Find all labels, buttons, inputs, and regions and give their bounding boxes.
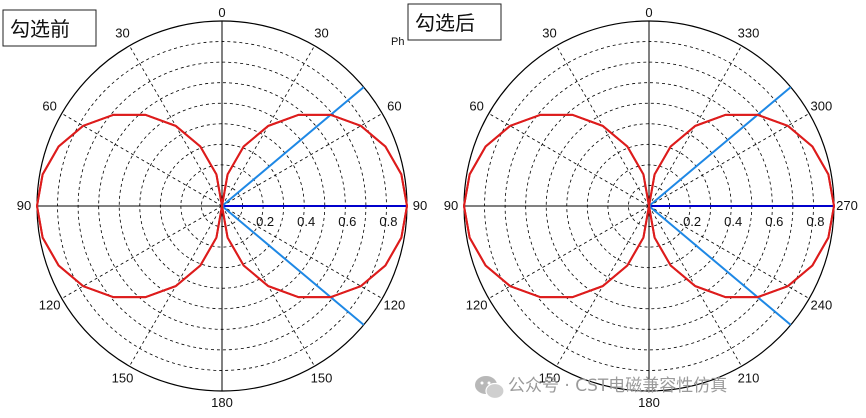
angle-tick-label: 60 bbox=[42, 99, 56, 114]
angle-tick-label: 240 bbox=[810, 298, 832, 313]
angle-tick-label: 270 bbox=[836, 198, 858, 213]
angle-tick-label: 90 bbox=[413, 198, 427, 213]
angle-tick-label: 150 bbox=[539, 370, 561, 385]
chart-title-before-text: 勾选前 bbox=[10, 17, 70, 41]
radial-tick-label: 0.8 bbox=[379, 214, 397, 229]
radial-tick-label: 0.8 bbox=[806, 214, 824, 229]
radial-tick-label: 0.2 bbox=[256, 214, 274, 229]
angle-tick-label: 330 bbox=[738, 26, 760, 41]
chart-title-after: 勾选后 bbox=[407, 3, 502, 41]
radial-tick-label: 0.4 bbox=[297, 214, 315, 229]
radial-gridline bbox=[488, 205, 650, 299]
angle-tick-label: 90 bbox=[444, 198, 458, 213]
angle-tick-label: 60 bbox=[469, 99, 483, 114]
angle-tick-label: 60 bbox=[387, 99, 401, 114]
radial-tick-label: 0.6 bbox=[765, 214, 783, 229]
angle-tick-label: 0 bbox=[645, 5, 652, 20]
radial-gridline bbox=[61, 113, 223, 207]
watermark: 公众号 · CST电磁兼容性仿真 bbox=[475, 376, 727, 400]
radial-gridline bbox=[61, 205, 223, 299]
angle-tick-label: 120 bbox=[383, 298, 405, 313]
radial-gridline bbox=[221, 113, 383, 207]
angle-tick-label: 300 bbox=[810, 99, 832, 114]
chart-title-after-text: 勾选后 bbox=[415, 11, 475, 35]
series-line-left bbox=[462, 113, 836, 299]
marker-line bbox=[648, 86, 792, 207]
marker-line bbox=[221, 205, 365, 326]
chart-title-before: 勾选前 bbox=[2, 9, 97, 47]
angle-tick-label: 90 bbox=[17, 198, 31, 213]
radial-gridline bbox=[648, 205, 810, 299]
angle-tick-label: 180 bbox=[211, 395, 233, 410]
angle-tick-label: 150 bbox=[112, 370, 134, 385]
angle-tick-label: 120 bbox=[466, 298, 488, 313]
radial-gridline bbox=[488, 113, 650, 207]
radial-gridline bbox=[221, 205, 383, 299]
watermark-text: 公众号 · CST电磁兼容性仿真 bbox=[508, 376, 727, 396]
polar-chart-before: 0 30 60 90 120 150 180 150 120 90 60 30 0.2 0.4 0.6 0.8 bbox=[17, 5, 427, 410]
series-line-left bbox=[35, 113, 409, 299]
marker-line bbox=[221, 86, 365, 207]
angle-tick-label: 30 bbox=[542, 26, 556, 41]
radial-tick-label: 0.4 bbox=[724, 214, 742, 229]
angle-tick-label: 210 bbox=[738, 370, 760, 385]
marker-line bbox=[648, 205, 792, 326]
polar-chart-after: 0 330 300 270 240 210 180 150 120 90 60 30 0.2 0.4 0.6… bbox=[444, 5, 858, 410]
angle-tick-label: 30 bbox=[115, 26, 129, 41]
radial-tick-label: 0.6 bbox=[338, 214, 356, 229]
radial-gridline bbox=[648, 113, 810, 207]
angle-tick-label: 0 bbox=[218, 5, 225, 20]
angle-tick-label: 150 bbox=[311, 370, 333, 385]
angle-tick-label: 120 bbox=[39, 298, 61, 313]
stray-label: Ph bbox=[391, 36, 404, 48]
radial-tick-label: 0.2 bbox=[683, 214, 701, 229]
angle-tick-label: 180 bbox=[638, 395, 660, 410]
angle-tick-label: 30 bbox=[314, 26, 328, 41]
wechat-icon bbox=[475, 376, 505, 400]
